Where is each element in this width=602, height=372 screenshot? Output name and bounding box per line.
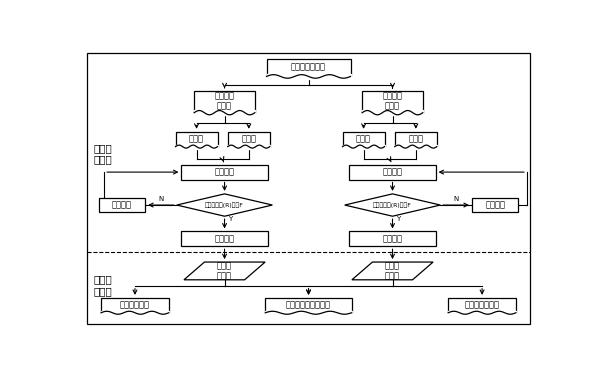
Text: 验证集: 验证集 (241, 134, 256, 143)
Text: 玻片扫描图像进: 玻片扫描图像进 (291, 62, 326, 71)
Polygon shape (176, 132, 217, 147)
Text: 图像分割
数据集: 图像分割 数据集 (214, 91, 235, 110)
Text: 训练集: 训练集 (356, 134, 371, 143)
Polygon shape (228, 145, 270, 149)
Polygon shape (448, 298, 516, 313)
Polygon shape (349, 231, 436, 246)
Polygon shape (181, 165, 268, 180)
Text: 模型训
练过程: 模型训 练过程 (94, 143, 113, 164)
Text: 模型调整: 模型调整 (112, 201, 132, 209)
Text: 血细胞分类结果: 血细胞分类结果 (465, 300, 500, 309)
Text: 图像识别
数据集: 图像识别 数据集 (382, 91, 403, 110)
Polygon shape (352, 262, 433, 280)
Polygon shape (176, 145, 217, 149)
Polygon shape (395, 145, 437, 149)
Polygon shape (265, 298, 352, 313)
Polygon shape (448, 311, 516, 315)
Text: 模型打包: 模型打包 (382, 234, 403, 243)
Text: 图像分
割模型: 图像分 割模型 (217, 261, 232, 280)
Polygon shape (177, 194, 272, 216)
Text: 验证集: 验证集 (408, 134, 423, 143)
Text: 系统工
作过程: 系统工 作过程 (94, 275, 113, 296)
Polygon shape (472, 198, 518, 212)
Text: N: N (453, 196, 459, 202)
Text: N: N (158, 196, 164, 202)
Text: Y: Y (228, 217, 232, 222)
Text: 模型打包: 模型打包 (214, 234, 235, 243)
Polygon shape (349, 165, 436, 180)
Polygon shape (184, 262, 265, 280)
Text: 模型训练: 模型训练 (214, 168, 235, 177)
Text: 模型调整: 模型调整 (485, 201, 505, 209)
Polygon shape (343, 132, 385, 147)
Polygon shape (362, 91, 423, 113)
Text: 分割后的血细胞图像: 分割后的血细胞图像 (286, 300, 331, 309)
Polygon shape (267, 74, 350, 79)
Text: 玻片扫描图像: 玻片扫描图像 (120, 300, 150, 309)
Polygon shape (343, 145, 385, 149)
Polygon shape (345, 194, 440, 216)
Polygon shape (101, 311, 169, 315)
Polygon shape (181, 231, 268, 246)
Polygon shape (228, 132, 270, 147)
Polygon shape (265, 311, 352, 315)
Text: 训练集: 训练集 (189, 134, 204, 143)
Text: Y: Y (396, 217, 400, 222)
Polygon shape (99, 198, 145, 212)
Polygon shape (267, 59, 350, 76)
Text: 模型准确率(R)大于F: 模型准确率(R)大于F (205, 202, 244, 208)
Polygon shape (395, 132, 437, 147)
Text: 模型训练: 模型训练 (382, 168, 403, 177)
Polygon shape (194, 91, 255, 113)
Polygon shape (362, 110, 423, 115)
Text: 图像识
别模型: 图像识 别模型 (385, 261, 400, 280)
Text: 模型准确率(R)大于F: 模型准确率(R)大于F (373, 202, 412, 208)
Polygon shape (194, 110, 255, 115)
Polygon shape (101, 298, 169, 313)
